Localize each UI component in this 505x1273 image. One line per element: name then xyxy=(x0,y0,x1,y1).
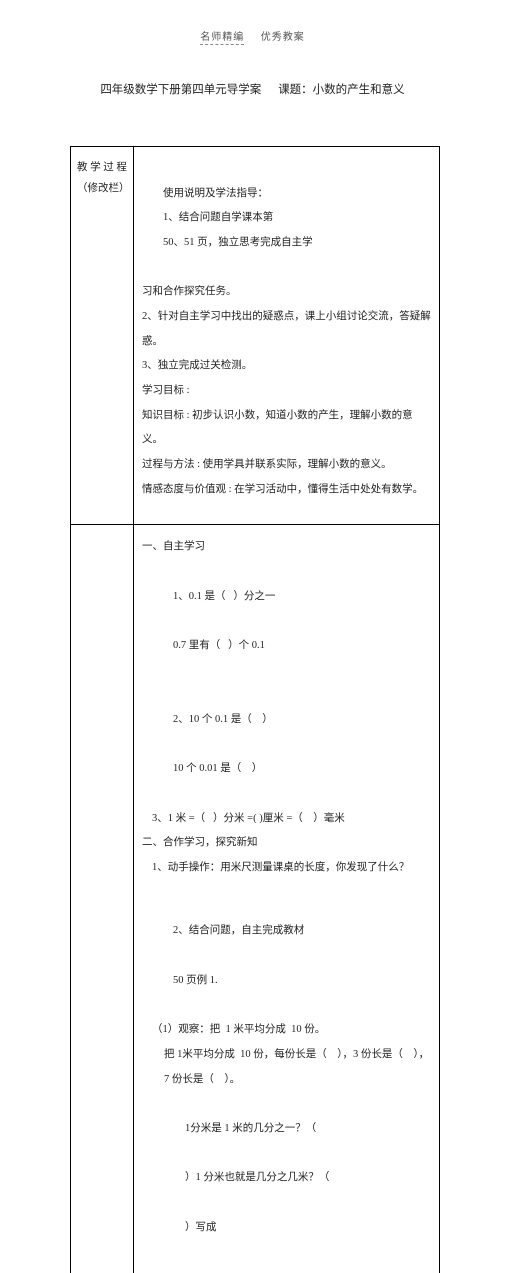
text-seg: 50、51 页，独立思考完成自主学 xyxy=(163,237,313,248)
text-seg: 1、结合问题自学课本第 xyxy=(163,212,273,223)
text-line: （1）观察：把 1 米平均分成 10 份。 xyxy=(142,1018,431,1043)
text-line: 1、0.1 是（ ）分之一 0.7 里有（ ）个 0.1 xyxy=(142,560,431,683)
text-line: 知识目标 : 初步认识小数，知道小数的产生，理解小数的意义。 xyxy=(142,404,431,453)
text-seg: 50 页例 1. xyxy=(173,975,218,986)
table-row: 教 学 过 程 （修改栏） 使用说明及学法指导： 1、结合问题自学课本第 50、… xyxy=(70,147,440,525)
text-line: 情感态度与价值观 : 在学习活动中，懂得生活中处处有数学。 xyxy=(142,478,431,503)
text-line: 3、独立完成过关检测。 xyxy=(142,354,431,379)
text-seg: 0.7 里有（ ）个 0.1 xyxy=(173,640,265,651)
text-seg: 1、0.1 是（ ）分之一 xyxy=(173,591,275,602)
lesson-table: 教 学 过 程 （修改栏） 使用说明及学法指导： 1、结合问题自学课本第 50、… xyxy=(70,146,440,1273)
text-line: 1、动手操作：用米尺测量课桌的长度，你发现了什么？ xyxy=(142,856,431,881)
left-column: 教 学 过 程 （修改栏） xyxy=(70,147,134,524)
text-seg: ）写成 xyxy=(185,1222,217,1233)
right-column: 使用说明及学法指导： 1、结合问题自学课本第 50、51 页，独立思考完成自主学… xyxy=(134,147,440,524)
text-line: 把 1米平均分成 10 份，每份长是（ ），3 份长是（ ），7 份长是（ ）。 xyxy=(142,1043,431,1092)
text-line: 使用说明及学法指导： 1、结合问题自学课本第 50、51 页，独立思考完成自主学 xyxy=(142,157,431,280)
left-column-empty xyxy=(70,525,134,1272)
text-seg: 1分米是 1 米的几分之一？（ xyxy=(185,1123,316,1134)
text-line: 2、10 个 0.1 是（ ） 10 个 0.01 是（ ） xyxy=(142,683,431,806)
page-title: 四年级数学下册第四单元导学案 课题：小数的产生和意义 xyxy=(0,81,505,97)
header-right: 优秀教案 xyxy=(261,32,305,43)
text-seg: 使用说明及学法指导： xyxy=(163,188,268,199)
text-line: 过程与方法 : 使用学具并联系实际，理解小数的意义。 xyxy=(142,453,431,478)
text-seg: 2、10 个 0.1 是（ ） xyxy=(173,714,273,725)
right-column: 一、自主学习 1、0.1 是（ ）分之一 0.7 里有（ ）个 0.1 2、10… xyxy=(134,525,440,1272)
text-seg: 10 个 0.01 是（ ） xyxy=(173,763,262,774)
text-line: 习和合作探究任务。 xyxy=(142,280,431,305)
text-line: 3、1 米 =（ ）分米 =( )厘米 =（ ）毫米 xyxy=(142,807,431,832)
left-label-1: 教 学 过 程 xyxy=(77,157,130,178)
text-line: 1分米是 1 米的几分之一？（ ）1 分米也就是几分之几米？（ ）写成 xyxy=(142,1092,431,1265)
title-right: 课题：小数的产生和意义 xyxy=(278,84,405,96)
title-left: 四年级数学下册第四单元导学案 xyxy=(100,84,261,96)
text-seg: ）1 分米也就是几分之几米？（ xyxy=(185,1172,329,1183)
text-line: 2、针对自主学习中找出的疑惑点，课上小组讨论交流，答疑解惑。 xyxy=(142,305,431,354)
table-row: 一、自主学习 1、0.1 是（ ）分之一 0.7 里有（ ）个 0.1 2、10… xyxy=(70,525,440,1272)
text-line: 二、合作学习，探究新知 xyxy=(142,831,431,856)
header-left: 名师精编 xyxy=(200,32,244,45)
text-line: 一、自主学习 xyxy=(142,535,431,560)
left-label-2: （修改栏） xyxy=(77,178,130,199)
text-line: 学习目标 : xyxy=(142,379,431,404)
text-line: 2、结合问题，自主完成教材 50 页例 1. xyxy=(142,895,431,1018)
text-seg: 2、结合问题，自主完成教材 xyxy=(173,925,304,936)
